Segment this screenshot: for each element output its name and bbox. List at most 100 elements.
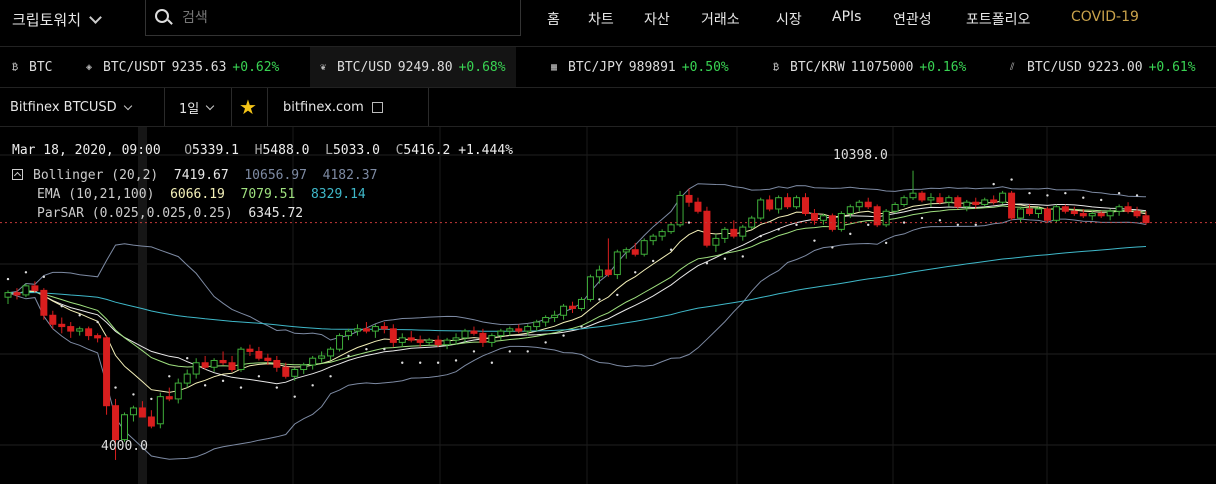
candle-body [362, 328, 370, 332]
ticker-item[interactable]: ₿ BTC/KRW 11075000 +0.16% [773, 47, 966, 87]
app-switcher[interactable]: 크립토워치 [12, 9, 102, 30]
indicator-ema[interactable]: EMA (10,21,100) 6066.19 7079.51 8329.14 [37, 187, 366, 202]
chevron-down-icon [123, 101, 132, 110]
candle-body [721, 228, 729, 239]
parsar-dot [239, 386, 243, 389]
candle-body [927, 197, 935, 201]
parsar-dot [401, 361, 404, 364]
candle-body [210, 359, 218, 368]
ticker-item[interactable]: ◈ BTC/USDT 9235.63 +0.62% [86, 47, 279, 87]
open-key: O [184, 143, 193, 158]
search-input[interactable] [180, 6, 504, 30]
star-icon: ★ [239, 95, 257, 119]
low-price-label: 4000.0 [101, 439, 148, 454]
parsar-dot [956, 223, 960, 227]
chevron-down-icon [205, 101, 215, 110]
candle-body [13, 292, 21, 296]
candle-body [739, 226, 747, 237]
candle-body [595, 269, 603, 278]
candle-body [631, 249, 639, 255]
price-chart[interactable] [0, 127, 1216, 484]
parsar-dot [365, 347, 368, 351]
indicator-parsar[interactable]: ParSAR (0.025,0.025,0.25) 6345.72 [37, 206, 303, 221]
candle-body [963, 201, 971, 208]
candle-body [855, 201, 863, 208]
parsar-dot [132, 393, 135, 396]
parsar-dot [526, 350, 529, 353]
candle-body [246, 348, 254, 352]
parsar-dot [436, 361, 440, 364]
candle-body [192, 362, 200, 375]
candle-body [291, 369, 299, 377]
nav-portfolio[interactable]: 포트폴리오 [966, 12, 1031, 28]
parsar-dot [544, 341, 547, 344]
bitcoin-icon: ₿ [12, 61, 19, 73]
parsar-dot [1082, 196, 1085, 199]
ohlc-date: Mar 18, 2020, 09:00 [12, 143, 161, 158]
exchange-link[interactable]: bitfinex.com [283, 88, 383, 126]
parsar-dot [186, 357, 189, 360]
candle-body [255, 350, 263, 359]
nav-correlation[interactable]: 연관성 [893, 12, 932, 28]
candle-body [990, 199, 998, 203]
candle-body [1115, 206, 1123, 212]
ticker-label: BTC/USD [1027, 59, 1082, 75]
ticker-item-active[interactable]: ❦ BTC/USD 9249.80 +0.68% [310, 47, 516, 87]
nav-assets[interactable]: 자산 [644, 12, 670, 28]
indicator-value: 10656.97 [244, 168, 307, 183]
parsar-dot [598, 298, 601, 301]
interval-selector[interactable]: 1일 [179, 88, 215, 126]
candle-body [837, 213, 845, 230]
candle-body [622, 249, 630, 253]
candle-body [757, 199, 765, 219]
candle-body [309, 357, 317, 366]
nav-charts[interactable]: 차트 [588, 12, 614, 28]
nav-covid[interactable]: COVID-19 [1071, 9, 1139, 25]
market-selector[interactable]: Bitfinex BTCUSD [10, 88, 132, 126]
parsar-dot [1046, 194, 1049, 197]
candle-body [551, 314, 559, 319]
parsar-dot [383, 347, 386, 351]
candle-body [345, 330, 353, 337]
parsar-dot [759, 234, 762, 238]
ticker-item[interactable]: ₿ BTC [12, 47, 52, 87]
collapse-toggle-icon[interactable] [12, 169, 23, 180]
nav-markets[interactable]: 시장 [776, 12, 802, 28]
candle-body [40, 289, 48, 316]
candle-body [1124, 206, 1132, 212]
indicator-bollinger[interactable]: Bollinger (20,2) 7419.67 10656.97 4182.3… [12, 168, 377, 183]
ticker-item[interactable]: ▦ BTC/JPY 989891 +0.50% [551, 47, 729, 87]
candle-body [1070, 210, 1078, 215]
parsar-dot [454, 359, 458, 362]
candle-body [766, 199, 774, 210]
candle-body [327, 348, 335, 357]
ticker-change: +0.62% [232, 59, 280, 75]
candle-body [793, 197, 801, 208]
parsar-dot [257, 375, 261, 378]
external-link-icon [371, 101, 383, 113]
nav-exchanges[interactable]: 거래소 [701, 12, 740, 28]
candle-body [112, 405, 120, 441]
ticker-label: BTC/USD [337, 59, 392, 75]
candle-body [882, 210, 890, 226]
candle-body [407, 337, 415, 341]
parsar-dot [920, 216, 924, 220]
favorite-button[interactable]: ★ [239, 88, 257, 126]
ticker-item[interactable]: ⫽ BTC/USD 9223.00 +0.61% [1010, 47, 1196, 87]
candle-body [604, 269, 612, 276]
candle-body [560, 305, 568, 316]
candle-body [712, 237, 720, 246]
parsar-dot [992, 182, 995, 186]
parsar-dot [831, 246, 834, 249]
divider [231, 88, 232, 126]
nav-apis[interactable]: APIs [832, 9, 862, 25]
parsar-dot [293, 395, 296, 398]
nav-home[interactable]: 홈 [547, 12, 560, 28]
parsar-dot [795, 223, 798, 227]
parsar-dot [6, 277, 10, 281]
parsar-dot [723, 257, 727, 260]
parsar-dot [867, 223, 870, 227]
exchange-link-label: bitfinex.com [283, 99, 364, 115]
candle-body [515, 328, 523, 332]
ohlc-high: 5488.0 [262, 143, 310, 158]
